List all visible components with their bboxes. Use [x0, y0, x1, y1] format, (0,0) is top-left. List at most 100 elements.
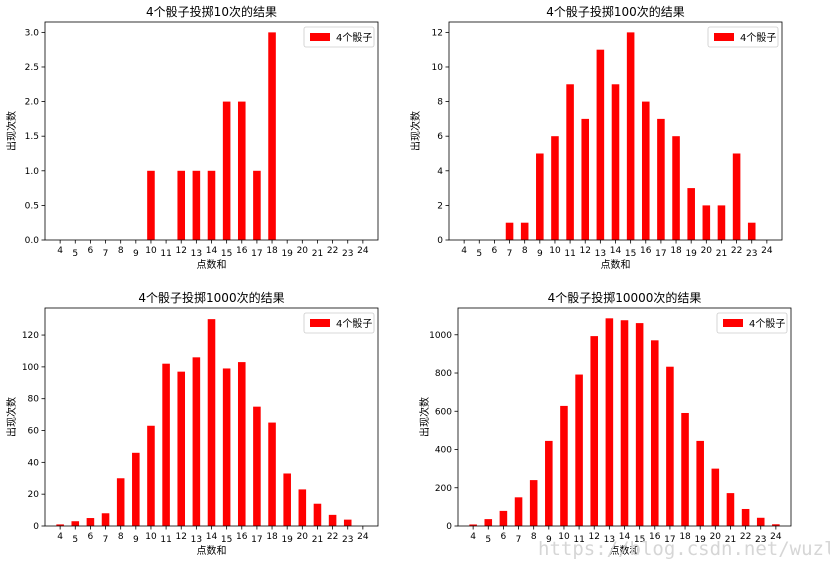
x-tick-label: 9: [546, 535, 552, 545]
x-tick-label: 9: [133, 535, 139, 545]
x-tick-label: 5: [485, 535, 491, 545]
chart-3: 4 5 6 7 8 9 10 11 12 13 14 15 16 17 18 19 20 21 22 23 240204…: [5, 290, 379, 557]
bar-13: [192, 357, 201, 526]
bar-18: [268, 32, 276, 240]
bar-17: [253, 170, 261, 240]
y-tick-label: 0.0: [25, 236, 40, 246]
y-tick-label: 12: [432, 28, 443, 38]
bar-15: [222, 101, 231, 240]
x-tick-label: 23: [342, 535, 353, 545]
legend-swatch: [310, 319, 330, 327]
bar-17: [657, 118, 665, 240]
legend-label: 4个骰子: [336, 318, 372, 330]
y-tick-label: 6: [437, 132, 443, 142]
x-tick-label: 4: [57, 246, 63, 256]
legend: 4个骰子: [716, 312, 788, 334]
y-tick-label: 60: [28, 427, 40, 437]
x-tick-label: 16: [649, 532, 661, 542]
bar-7: [514, 497, 523, 526]
x-tick-label: 7: [103, 249, 109, 259]
y-tick-label: 400: [435, 446, 452, 456]
x-tick-label: 7: [516, 535, 522, 545]
x-tick-label: 17: [664, 535, 675, 545]
x-axis-label: 点数和: [197, 544, 227, 557]
bar-11: [566, 84, 574, 241]
x-tick-label: 4: [57, 532, 63, 542]
bar-14: [207, 170, 216, 240]
x-tick-label: 4: [461, 246, 467, 256]
y-tick-label: 0: [437, 236, 443, 246]
legend: 4个骰子: [707, 26, 779, 48]
x-tick-label: 6: [501, 532, 507, 542]
bar-10: [147, 425, 155, 526]
bar-16: [650, 340, 659, 526]
x-tick-label: 12: [589, 532, 600, 542]
x-tick-label: 9: [537, 249, 543, 259]
x-tick-label: 14: [206, 532, 218, 542]
x-tick-label: 20: [710, 532, 722, 542]
x-tick-label: 16: [236, 246, 248, 256]
bar-23: [747, 222, 756, 240]
bar-8: [520, 222, 529, 240]
x-tick-label: 14: [206, 246, 218, 256]
x-tick-label: 15: [221, 249, 232, 259]
x-tick-label: 19: [694, 535, 706, 545]
bar-16: [641, 101, 650, 240]
x-tick-label: 16: [640, 246, 652, 256]
x-tick-label: 7: [103, 535, 109, 545]
x-tick-label: 8: [118, 246, 124, 256]
x-tick-label: 5: [72, 249, 78, 259]
bar-12: [590, 336, 599, 526]
x-tick-label: 23: [755, 535, 766, 545]
bar-9: [536, 153, 544, 240]
y-axis-label: 出现次数: [5, 111, 18, 151]
bar-20: [702, 205, 711, 240]
y-tick-label: 80: [28, 395, 40, 405]
x-tick-label: 24: [770, 532, 782, 542]
bar-13: [192, 170, 201, 240]
y-tick-label: 2.0: [25, 98, 40, 108]
bar-10: [560, 405, 568, 526]
bar-14: [611, 84, 620, 241]
x-tick-label: 18: [266, 532, 278, 542]
bar-8: [529, 480, 538, 526]
y-tick-label: 1000: [429, 331, 452, 341]
x-tick-label: 19: [281, 535, 293, 545]
y-tick-label: 1.0: [25, 167, 40, 177]
chart-title: 4个骰子投掷10次的结果: [146, 4, 277, 19]
x-tick-label: 9: [133, 249, 139, 259]
y-axis-label: 出现次数: [409, 111, 422, 151]
x-tick-label: 6: [492, 246, 498, 256]
x-tick-label: 22: [731, 246, 742, 256]
x-tick-label: 18: [266, 246, 278, 256]
bar-6: [499, 510, 508, 526]
bar-14: [207, 319, 216, 526]
legend-swatch: [714, 33, 734, 41]
bar-4: [56, 524, 64, 526]
bar-5: [71, 521, 80, 526]
x-tick-label: 8: [531, 532, 537, 542]
x-tick-label: 19: [281, 249, 293, 259]
bar-18: [681, 412, 689, 526]
x-tick-label: 21: [725, 535, 736, 545]
bar-6: [86, 518, 95, 526]
x-tick-label: 14: [619, 532, 631, 542]
x-tick-label: 20: [701, 246, 713, 256]
bar-19: [687, 188, 695, 240]
x-tick-label: 13: [191, 535, 202, 545]
x-tick-label: 12: [176, 532, 187, 542]
legend-box: [707, 26, 779, 48]
x-tick-label: 13: [595, 249, 606, 259]
bar-24: [772, 524, 780, 526]
x-tick-label: 21: [716, 249, 727, 259]
x-tick-label: 13: [604, 535, 615, 545]
x-tick-label: 5: [476, 249, 482, 259]
bar-7: [505, 222, 514, 240]
x-tick-label: 5: [72, 535, 78, 545]
legend-swatch: [723, 319, 743, 327]
bar-9: [132, 452, 140, 526]
legend: 4个骰子: [303, 312, 375, 334]
bar-7: [101, 513, 110, 526]
x-tick-label: 23: [342, 249, 353, 259]
bar-18: [268, 422, 276, 526]
